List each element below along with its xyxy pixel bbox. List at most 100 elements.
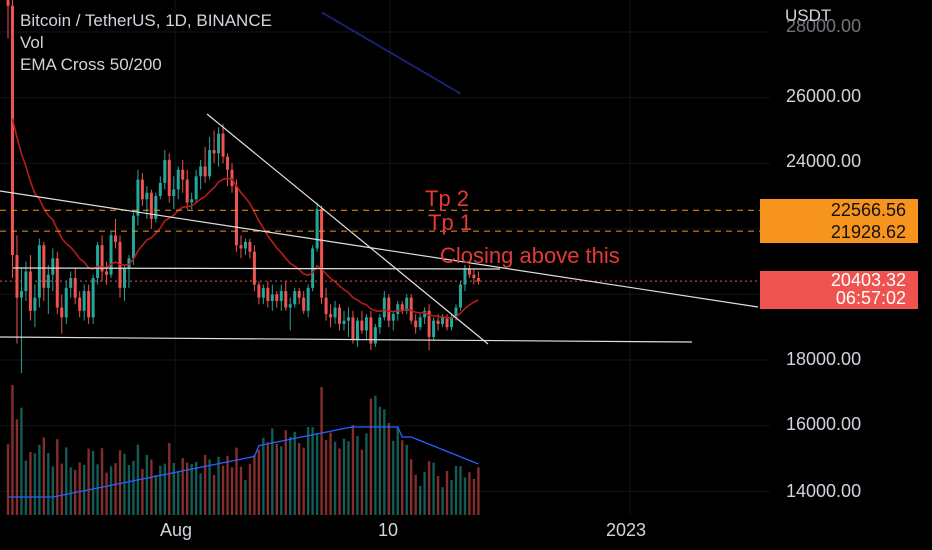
candle-body <box>248 241 252 252</box>
candle-body <box>284 291 288 308</box>
steep-trendline <box>206 113 489 345</box>
candle-body <box>212 150 216 154</box>
volume-bar <box>410 459 413 515</box>
volume-bar <box>118 450 122 515</box>
volume-bar <box>87 448 90 515</box>
bar-countdown: 06:57:02 <box>835 288 906 308</box>
candle-body <box>105 271 109 275</box>
volume-bars <box>6 385 480 515</box>
volume-bar <box>306 427 310 515</box>
candle-body <box>445 317 449 328</box>
candle-body <box>441 317 445 324</box>
candle-body <box>163 159 167 183</box>
volume-bar <box>329 432 332 515</box>
volume-bar <box>365 433 368 515</box>
volume-bar <box>293 431 296 515</box>
volume-bar <box>11 385 14 515</box>
candle-body <box>64 287 68 318</box>
candle-body <box>266 287 270 301</box>
candle-body <box>217 133 221 154</box>
closing-annotation: Closing above this <box>440 243 620 268</box>
candle-body <box>355 320 359 341</box>
ema-cross-indicator-label[interactable]: EMA Cross 50/200 <box>20 55 162 74</box>
candle-body <box>270 294 274 301</box>
candle-body <box>33 297 37 311</box>
candle-body <box>181 169 185 180</box>
candle-body <box>154 196 158 219</box>
volume-indicator-label[interactable]: Vol <box>20 33 44 52</box>
volume-bar <box>248 463 252 515</box>
volume-bar <box>42 437 46 515</box>
y-tick-label: 28000.00 <box>786 16 862 36</box>
support-line <box>0 336 693 343</box>
volume-bar <box>38 444 41 515</box>
ema50-line <box>11 118 479 319</box>
volume-bar <box>472 479 476 515</box>
candle-body <box>19 291 23 298</box>
volume-bar <box>280 446 283 515</box>
candle-body <box>109 235 113 275</box>
candle-body <box>122 268 126 288</box>
last-price-tag[interactable]: 20403.32 06:57:02 <box>760 271 918 309</box>
volume-ma-line <box>8 426 479 498</box>
volume-bar <box>51 466 54 515</box>
volume-bar <box>29 452 32 515</box>
volume-bar <box>356 436 359 515</box>
candle-body <box>342 320 346 324</box>
symbol-title[interactable]: Bitcoin / TetherUS, 1D, BINANCE <box>20 11 272 30</box>
volume-bar <box>20 407 23 515</box>
candle-body <box>167 159 171 196</box>
volume-bar <box>289 437 292 515</box>
volume-bar <box>186 462 189 515</box>
volume-bar <box>324 440 328 515</box>
candle-body <box>203 166 207 177</box>
volume-bar <box>333 441 337 515</box>
x-tick-label: 10 <box>378 520 399 540</box>
chart-overlays <box>0 11 760 345</box>
volume-bar <box>24 460 28 515</box>
candle-body <box>346 317 350 321</box>
candle-body <box>333 307 337 318</box>
volume-bar <box>262 437 265 515</box>
volume-bar <box>387 423 390 515</box>
volume-bar <box>405 444 408 515</box>
candle-body <box>82 291 86 311</box>
volume-bar <box>65 447 68 515</box>
volume-bar <box>33 453 37 515</box>
candle-body <box>405 297 409 311</box>
candle-body <box>324 297 328 315</box>
volume-bar <box>383 409 386 515</box>
candle-body <box>51 258 55 275</box>
volume-bar <box>123 453 126 515</box>
currency-label[interactable]: USDT <box>785 6 832 25</box>
volume-bar <box>230 467 234 515</box>
resistance-line <box>12 267 501 270</box>
volume-bar <box>60 463 63 515</box>
candle-body <box>373 327 377 344</box>
volume-bar <box>168 443 171 515</box>
volume-bar <box>141 469 144 515</box>
volume-bar <box>82 464 86 515</box>
candle-body <box>91 278 95 318</box>
volume-bar <box>450 480 453 515</box>
tp1-annotation: Tp 1 <box>428 210 473 235</box>
candle-body <box>261 287 265 298</box>
volume-bar <box>190 464 193 515</box>
volume-bar <box>427 461 431 515</box>
volume-bar <box>221 465 225 515</box>
candle-body <box>28 271 32 311</box>
candle-body <box>279 291 283 301</box>
volume-bar <box>360 449 364 515</box>
candle-body <box>176 169 180 190</box>
volume-bar <box>203 454 207 515</box>
tp2-price-tag[interactable]: 22566.56 <box>760 199 918 221</box>
candle-body <box>476 278 480 282</box>
candle-body <box>293 291 297 305</box>
candle-body <box>158 182 162 196</box>
candle-body <box>306 287 310 311</box>
tp1-price-tag[interactable]: 21928.62 <box>760 221 918 243</box>
volume-bar <box>244 480 247 515</box>
volume-bar <box>302 447 305 515</box>
volume-bar <box>96 464 99 515</box>
